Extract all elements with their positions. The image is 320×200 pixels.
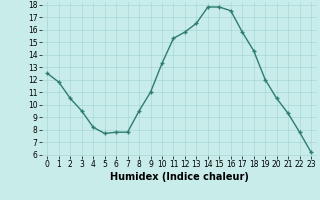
X-axis label: Humidex (Indice chaleur): Humidex (Indice chaleur): [110, 172, 249, 182]
